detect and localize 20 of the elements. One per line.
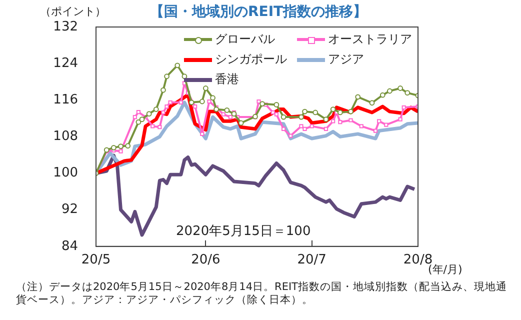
y-axis-title: （ポイント） xyxy=(40,4,106,19)
x-axis-title: (年/月) xyxy=(428,263,462,277)
annotation: 2020年5月15日＝100 xyxy=(176,223,311,240)
legend-label: シンガポール xyxy=(215,51,287,68)
y-tick-label: 84 xyxy=(61,238,78,254)
y-tick-label: 124 xyxy=(53,56,78,71)
legend-label: 香港 xyxy=(215,71,239,88)
text: （注）データは2020年5月15日～2020年8月14日。REIT指数の国・地域別指数（配当込み、現地通貨ベース）。アジア：アジア・パシフィック（除く日本）。 xyxy=(16,281,508,307)
y-tick-label: 100 xyxy=(53,166,78,181)
y-tick-label: 132 xyxy=(53,19,78,34)
y-tick-label: 92 xyxy=(61,202,78,218)
y-tick-label: 108 xyxy=(53,129,78,144)
x-tick-label: 20/5 xyxy=(81,252,111,268)
y-tick-label: 116 xyxy=(53,92,78,108)
legend-label: アジア xyxy=(328,51,364,68)
legend-label: グローバル xyxy=(215,31,275,48)
legend-label: オーストラリア xyxy=(328,31,412,48)
chart-title: 【国・地域別のREIT指数の推移】 xyxy=(150,3,368,21)
x-tick-label: 20/7 xyxy=(297,252,326,268)
x-tick-label: 20/6 xyxy=(191,252,220,268)
